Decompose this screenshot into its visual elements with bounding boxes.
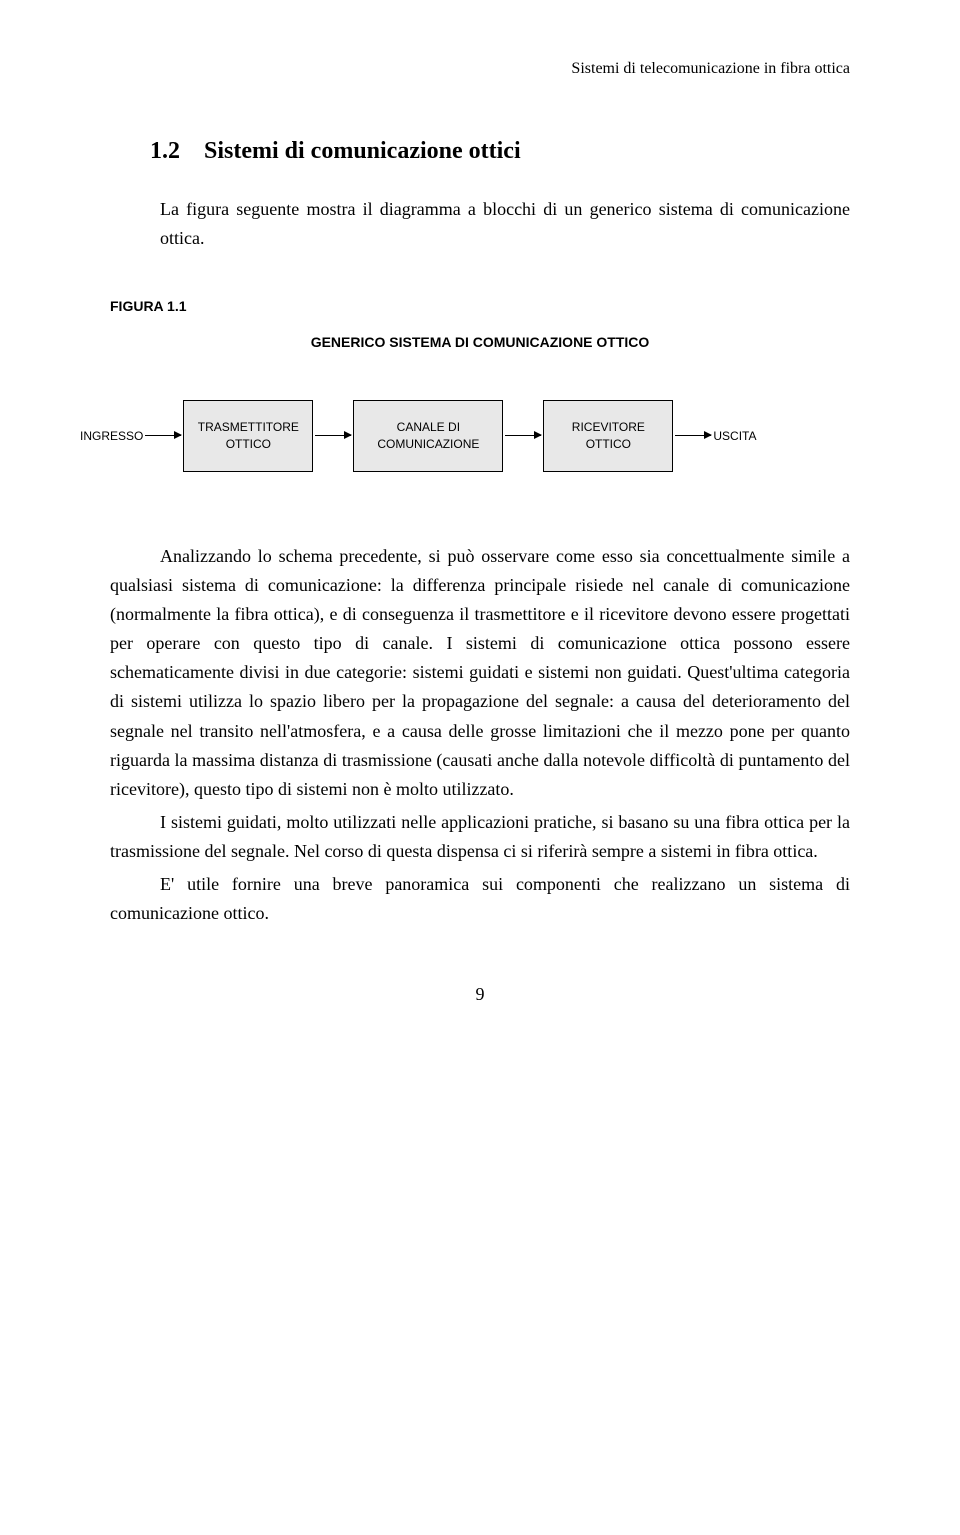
section-title: Sistemi di comunicazione ottici [204,138,521,164]
arrow-icon [315,435,351,436]
diagram-block-transmitter: TRASMETTITORE OTTICO [183,400,313,472]
figure-title: GENERICO SISTEMA DI COMUNICAZIONE OTTICO [110,334,850,350]
block-diagram: INGRESSO TRASMETTITORE OTTICO CANALE DI … [80,400,850,472]
arrow-icon [145,435,181,436]
block-line: TRASMETTITORE [198,419,299,435]
page-number: 9 [110,984,850,1005]
block-line: OTTICO [586,436,631,452]
section-heading: 1.2 Sistemi di comunicazione ottici [150,138,850,165]
block-line: CANALE DI [397,419,460,435]
block-line: OTTICO [226,436,271,452]
arrow-icon [675,435,711,436]
body-paragraph-2: I sistemi guidati, molto utilizzati nell… [110,808,850,866]
diagram-block-receiver: RICEVITORE OTTICO [543,400,673,472]
arrow-icon [505,435,541,436]
diagram-output-label: USCITA [713,429,756,443]
body-paragraph-3: E' utile fornire una breve panoramica su… [110,870,850,928]
body-paragraph-1: Analizzando lo schema precedente, si può… [110,542,850,804]
diagram-input-label: INGRESSO [80,429,143,443]
block-line: RICEVITORE [572,419,645,435]
diagram-block-channel: CANALE DI COMUNICAZIONE [353,400,503,472]
figure-label: FIGURA 1.1 [110,298,850,314]
section-intro: La figura seguente mostra il diagramma a… [110,195,850,253]
block-line: COMUNICAZIONE [377,436,479,452]
document-page: Sistemi di telecomunicazione in fibra ot… [0,0,960,1055]
section-number: 1.2 [150,138,180,164]
intro-text: La figura seguente mostra il diagramma a… [110,195,850,253]
running-header: Sistemi di telecomunicazione in fibra ot… [110,60,850,78]
